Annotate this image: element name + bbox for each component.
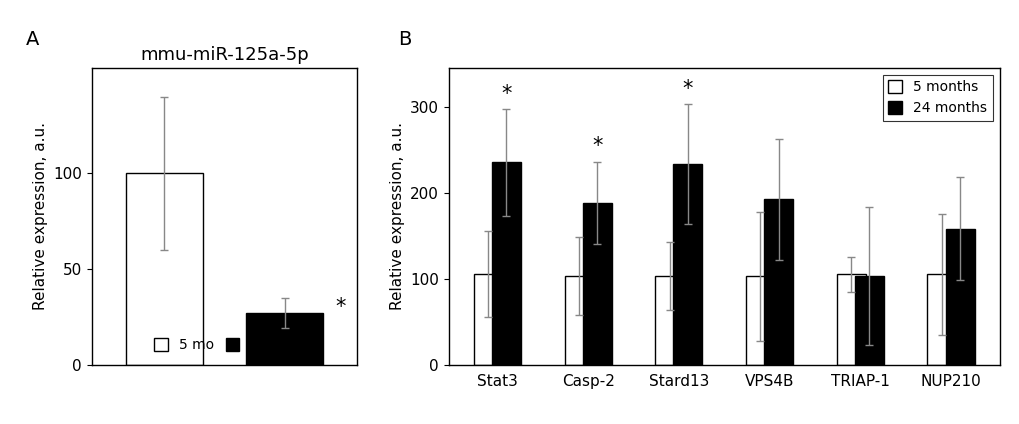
Bar [564,276,593,365]
Text: *: * [682,79,693,99]
Text: *: * [591,137,602,156]
Bar [654,276,684,365]
Text: *: * [500,84,512,104]
Legend: 5 mo, 24 mo: 5 mo, 24 mo [149,332,300,358]
Bar [745,276,774,365]
Bar [673,164,702,365]
Bar [926,274,956,365]
Legend: 5 months, 24 months: 5 months, 24 months [881,75,991,121]
Text: *: * [335,297,345,317]
Y-axis label: Relative expression, a.u.: Relative expression, a.u. [33,122,48,310]
Bar [582,203,611,365]
Bar [125,173,203,365]
Bar [246,313,323,365]
Text: B: B [397,30,411,49]
Bar [854,276,883,365]
Text: A: A [25,30,39,49]
Bar [474,274,502,365]
Bar [945,229,973,365]
Bar [836,274,865,365]
Title: mmu-miR-125a-5p: mmu-miR-125a-5p [140,45,309,64]
Bar [491,162,521,365]
Bar [763,199,793,365]
Y-axis label: Relative expression, a.u.: Relative expression, a.u. [389,122,405,310]
